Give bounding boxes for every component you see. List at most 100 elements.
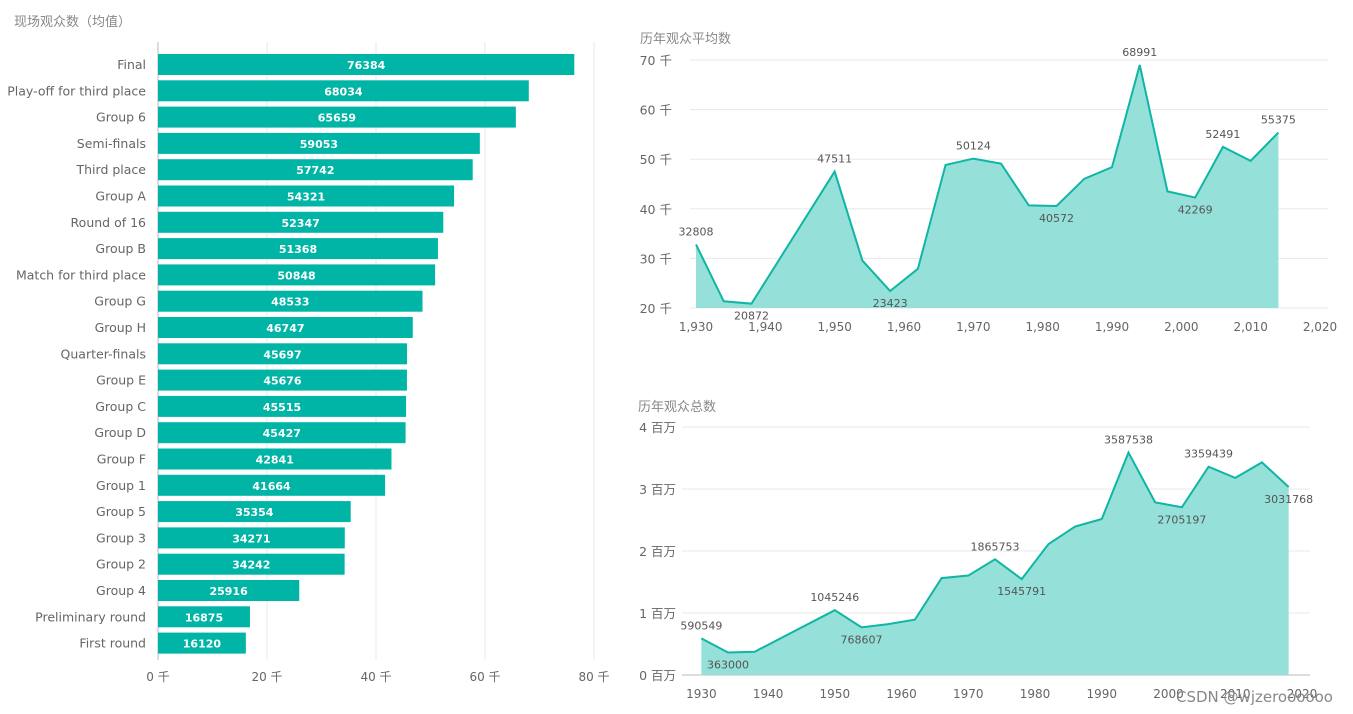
bar <box>158 343 408 365</box>
data-label: 47511 <box>817 153 852 166</box>
area-chart-yearly-total-attendance: 历年观众总数 0 百万 1 百万 2 百万 3 百万 4 百万 1930 1940 1950 19… <box>638 400 1318 701</box>
bar <box>158 317 413 338</box>
x-tick-label: 1980 <box>1020 687 1051 701</box>
x-tick-label: 2020 <box>1287 687 1318 701</box>
bar <box>158 264 436 286</box>
y-tick-label: 50 千 <box>640 152 672 167</box>
bar <box>158 80 529 102</box>
category-label: Group 3 <box>96 530 146 545</box>
x-tick-label: 2010 <box>1220 687 1251 701</box>
y-tick-label: 20 千 <box>640 301 672 316</box>
x-tick-label: 2000 <box>1153 687 1184 701</box>
chart-title: 历年观众总数 <box>638 400 716 415</box>
category-label: Third place <box>76 162 147 177</box>
data-label: 32808 <box>679 225 714 238</box>
x-tick-label: 1,980 <box>1025 320 1059 334</box>
data-label: 3031768 <box>1264 493 1313 506</box>
data-label: 3587538 <box>1104 434 1153 447</box>
bar-value-label: 25916 <box>209 585 248 598</box>
x-tick-label: 1,960 <box>887 320 921 334</box>
bar <box>158 606 250 628</box>
bar-value-label: 35354 <box>235 506 274 519</box>
bar-value-label: 46747 <box>266 322 304 335</box>
x-tick-label: 2,020 <box>1303 320 1337 334</box>
bar-value-label: 68034 <box>324 85 363 98</box>
category-label: Preliminary round <box>35 609 146 624</box>
data-label: 1865753 <box>971 540 1020 553</box>
x-tick-label: 1970 <box>953 687 984 701</box>
x-tick-label: 60 千 <box>469 670 500 684</box>
data-label: 42269 <box>1178 204 1213 217</box>
bar-value-label: 59053 <box>300 138 338 151</box>
x-tick-label: 2,010 <box>1233 320 1267 334</box>
bar <box>158 422 406 444</box>
category-label: Group 2 <box>96 557 146 572</box>
y-tick-label: 4 百万 <box>639 420 676 435</box>
data-label: 68991 <box>1122 46 1157 59</box>
bar <box>158 211 444 233</box>
data-label: 1045246 <box>810 591 859 604</box>
x-tick-label: 1,940 <box>748 320 782 334</box>
bar <box>158 632 246 654</box>
bar <box>158 580 300 601</box>
data-label: 1545791 <box>997 585 1046 598</box>
y-tick-label: 30 千 <box>640 251 672 266</box>
x-tick-label: 40 千 <box>360 670 391 684</box>
y-tick-label: 40 千 <box>640 202 672 217</box>
category-label: Group E <box>96 373 146 388</box>
x-tick-label: 1930 <box>686 687 717 701</box>
bar-value-label: 34271 <box>232 532 270 545</box>
bar-value-label: 52347 <box>282 217 320 230</box>
category-label: Match for third place <box>16 267 146 282</box>
x-tick-label: 20 千 <box>251 670 282 684</box>
bar <box>158 553 345 575</box>
x-tick-label: 1,930 <box>679 320 713 334</box>
watermark: CSDN @wjzeroooooo <box>1176 688 1333 706</box>
bar-value-label: 65659 <box>318 112 356 125</box>
bar <box>158 106 516 128</box>
bar-value-label: 45515 <box>263 401 301 414</box>
category-label: Round of 16 <box>71 215 146 230</box>
x-tick-label: 0 千 <box>146 670 169 684</box>
category-label: Group F <box>97 452 146 467</box>
bar <box>158 54 575 75</box>
x-tick-label: 1960 <box>886 687 917 701</box>
x-tick-label: 1,970 <box>956 320 990 334</box>
category-label: Final <box>117 57 146 72</box>
bar-value-label: 16120 <box>183 638 222 651</box>
data-label: 2705197 <box>1157 513 1206 526</box>
chart-title: 现场观众数（均值） <box>14 14 131 30</box>
category-label: Group 4 <box>96 583 146 598</box>
category-label: Play-off for third place <box>7 83 146 98</box>
x-tick-label: 1940 <box>753 687 784 701</box>
data-label: 50124 <box>956 140 991 153</box>
y-tick-label: 0 百万 <box>639 668 676 683</box>
bar-value-label: 45676 <box>263 375 302 388</box>
data-label: 23423 <box>873 297 908 310</box>
series-line <box>695 64 1280 305</box>
data-label: 52491 <box>1205 128 1240 141</box>
x-tick-label: 2,000 <box>1164 320 1198 334</box>
data-label: 20872 <box>734 310 769 323</box>
bar-value-label: 16875 <box>185 611 223 624</box>
x-tick-label: 1,990 <box>1095 320 1129 334</box>
category-label: Group 6 <box>96 110 146 125</box>
category-label: First round <box>79 636 146 651</box>
category-label: Group G <box>94 294 146 309</box>
chart-title: 历年观众平均数 <box>640 32 731 47</box>
y-tick-label: 60 千 <box>640 103 672 118</box>
category-label: Quarter-finals <box>61 346 146 361</box>
y-tick-label: 70 千 <box>640 53 672 68</box>
area-fill <box>696 65 1279 308</box>
bar <box>158 132 480 154</box>
x-tick-label: 1,950 <box>817 320 851 334</box>
bar-value-label: 34242 <box>232 559 270 572</box>
category-label: Group 1 <box>96 478 146 493</box>
bar <box>158 290 423 312</box>
y-tick-label: 2 百万 <box>639 544 676 559</box>
category-label: Group A <box>95 189 146 204</box>
data-label: 3359439 <box>1184 448 1233 461</box>
x-tick-label: 80 千 <box>578 670 609 684</box>
bar-value-label: 51368 <box>279 243 317 256</box>
bar <box>158 527 345 549</box>
